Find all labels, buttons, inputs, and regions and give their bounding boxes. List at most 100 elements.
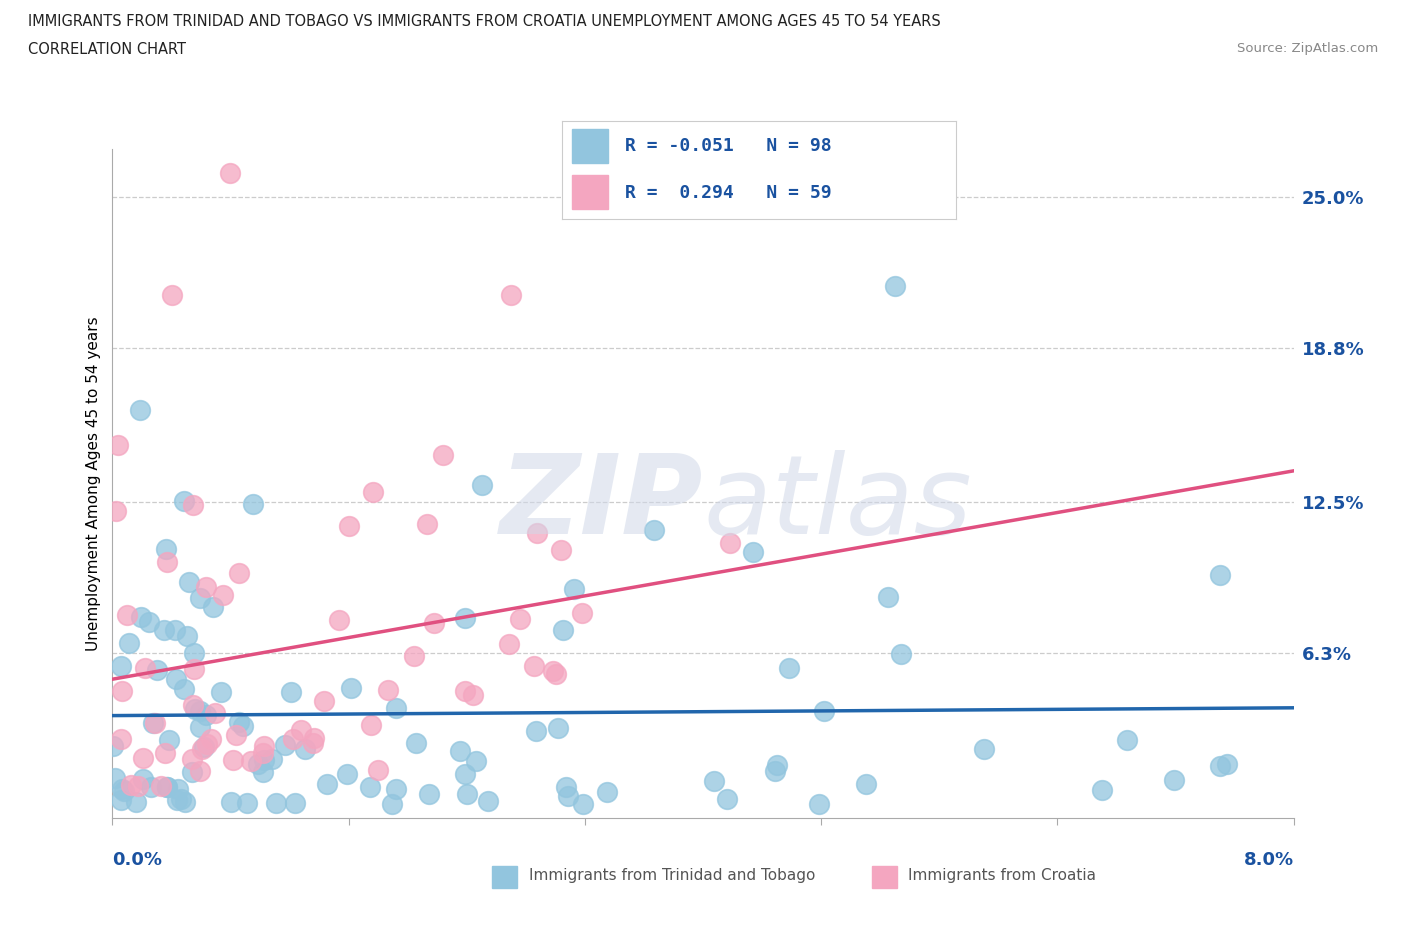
Point <box>1163 773 1185 788</box>
Point <box>328 612 350 627</box>
Point <box>112 783 135 798</box>
Point <box>883 279 905 294</box>
Point <box>454 684 477 698</box>
Point <box>236 795 259 810</box>
Point <box>181 698 204 712</box>
Point <box>294 742 316 757</box>
Point <box>555 779 578 794</box>
Point <box>204 705 226 720</box>
Point <box>167 782 190 797</box>
Point <box>188 704 211 719</box>
Point <box>225 727 247 742</box>
Point <box>222 752 245 767</box>
Point <box>252 764 274 779</box>
Point <box>280 684 302 699</box>
Point <box>572 796 595 811</box>
Point <box>219 166 242 180</box>
Point <box>766 757 789 772</box>
Point <box>110 792 132 807</box>
Point <box>415 516 437 531</box>
Point <box>127 779 149 794</box>
Point <box>156 779 179 794</box>
Point <box>423 616 446 631</box>
Point <box>477 794 499 809</box>
Bar <box>572 175 607 209</box>
Point <box>111 782 134 797</box>
Point <box>523 658 546 673</box>
Point <box>384 781 406 796</box>
Bar <box>572 128 607 163</box>
Point <box>553 622 575 637</box>
Point <box>194 579 217 594</box>
Point <box>501 287 523 302</box>
Point <box>360 717 382 732</box>
Point <box>156 554 179 569</box>
Point <box>703 774 725 789</box>
Y-axis label: Unemployment Among Ages 45 to 54 years: Unemployment Among Ages 45 to 54 years <box>86 316 101 651</box>
Point <box>312 694 335 709</box>
Point <box>115 607 138 622</box>
Point <box>526 525 548 540</box>
Point <box>211 588 233 603</box>
Point <box>179 575 201 590</box>
Point <box>541 664 564 679</box>
Text: R = -0.051   N = 98: R = -0.051 N = 98 <box>626 137 832 154</box>
Point <box>304 731 326 746</box>
Point <box>418 787 440 802</box>
Text: 8.0%: 8.0% <box>1243 851 1294 869</box>
Point <box>742 545 765 560</box>
Point <box>336 766 359 781</box>
Point <box>253 739 276 754</box>
Point <box>160 287 183 302</box>
Point <box>138 614 160 629</box>
Point <box>596 784 619 799</box>
Point <box>720 535 742 550</box>
Point <box>188 591 211 605</box>
Point <box>813 704 835 719</box>
Point <box>359 779 381 794</box>
Point <box>449 743 471 758</box>
Point <box>139 779 162 794</box>
Text: Immigrants from Croatia: Immigrants from Croatia <box>908 868 1097 883</box>
Point <box>550 543 572 558</box>
Point <box>283 731 305 746</box>
Point <box>188 720 211 735</box>
Point <box>377 683 399 698</box>
Point <box>716 791 738 806</box>
Point <box>150 779 173 794</box>
Point <box>498 637 520 652</box>
Point <box>242 497 264 512</box>
Point <box>385 700 408 715</box>
Point <box>200 731 222 746</box>
Point <box>253 752 276 767</box>
Point <box>153 746 176 761</box>
Point <box>128 403 150 418</box>
Point <box>461 687 484 702</box>
Point <box>193 739 215 754</box>
Point <box>169 791 191 806</box>
Point <box>174 794 197 809</box>
Point <box>557 789 579 804</box>
Text: R =  0.294   N = 59: R = 0.294 N = 59 <box>626 183 832 202</box>
Point <box>402 649 425 664</box>
Point <box>524 724 547 738</box>
Point <box>239 753 262 768</box>
Point <box>643 523 665 538</box>
Point <box>173 682 195 697</box>
Point <box>464 753 486 768</box>
Point <box>181 765 204 780</box>
Point <box>547 720 569 735</box>
Point <box>763 764 786 778</box>
Point <box>165 622 187 637</box>
Point <box>290 723 312 737</box>
Point <box>778 661 800 676</box>
Point <box>110 659 132 674</box>
Point <box>195 708 218 723</box>
Point <box>471 477 494 492</box>
Point <box>131 751 153 765</box>
Point <box>381 796 404 811</box>
Point <box>157 733 180 748</box>
Point <box>232 718 254 733</box>
Point <box>973 741 995 756</box>
Point <box>134 661 156 676</box>
